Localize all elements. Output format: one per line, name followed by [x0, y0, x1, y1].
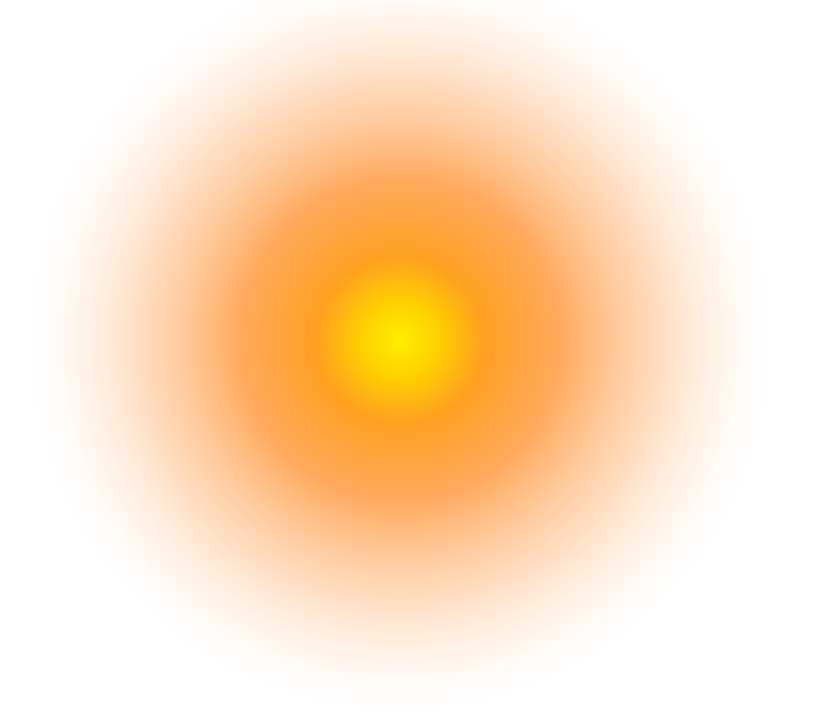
glow-orb	[0, 0, 800, 720]
